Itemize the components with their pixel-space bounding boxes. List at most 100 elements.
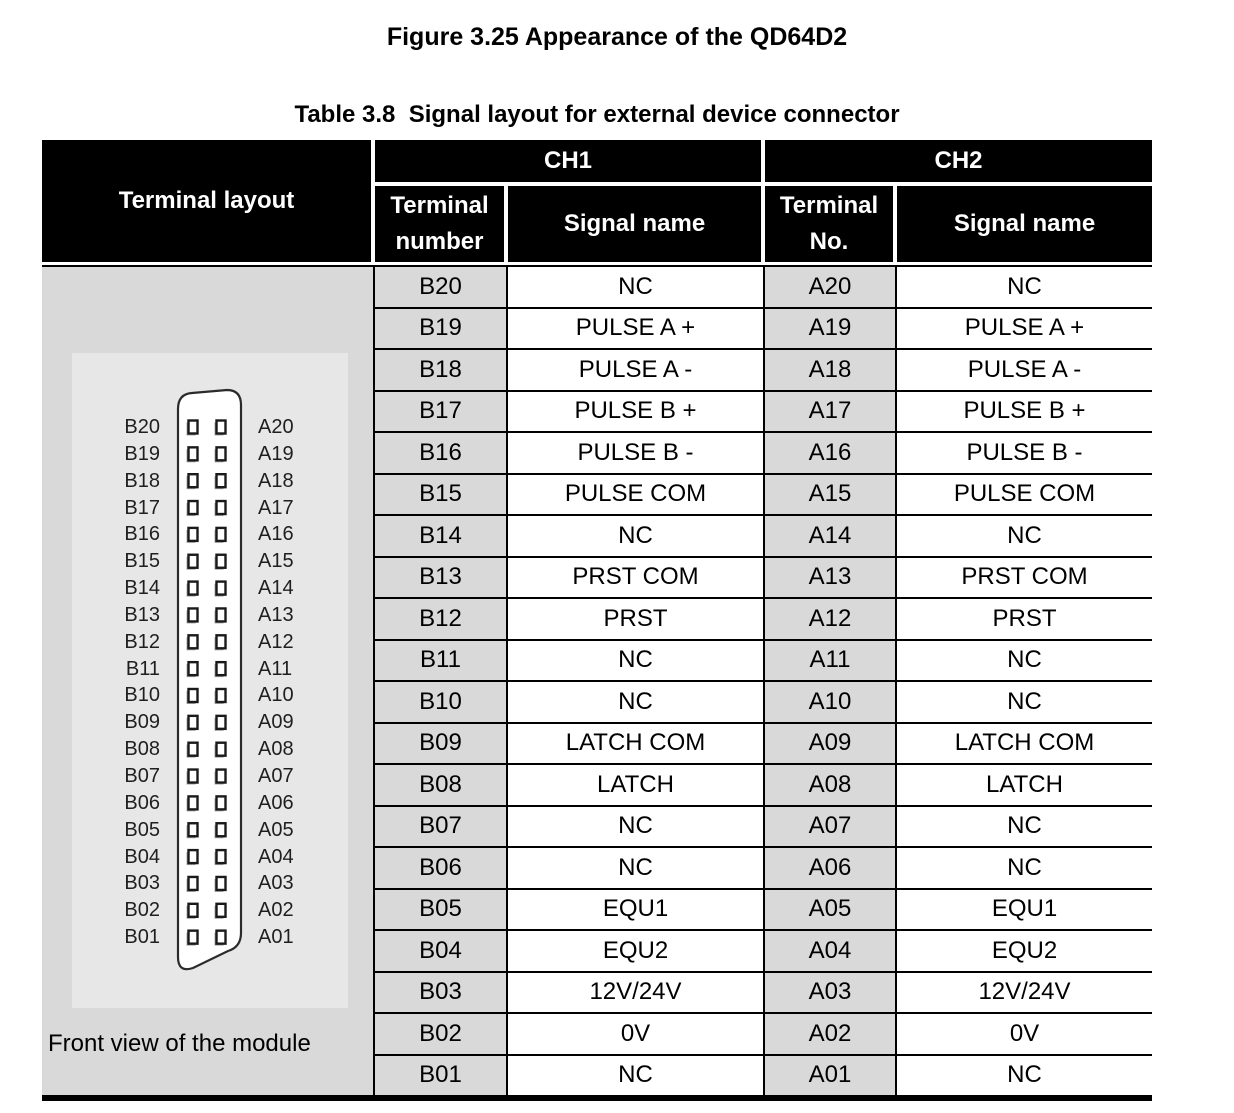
ch2-signal-name-cell: EQU2	[897, 929, 1152, 971]
ch2-terminal-number-cell: A17	[765, 389, 897, 431]
pin-label-a: A17	[258, 496, 294, 519]
ch2-terminal-number-cell: A19	[765, 306, 897, 348]
ch1-terminal-number-cell: B13	[375, 555, 508, 597]
pin-label-b: B15	[124, 550, 160, 573]
ch2-terminal-number-cell: A08	[765, 763, 897, 805]
pin-label-b: B13	[124, 603, 160, 626]
ch1-terminal-number-cell: B12	[375, 597, 508, 639]
pin-label-b: B20	[124, 416, 160, 438]
ch2-terminal-number-cell: A18	[765, 348, 897, 390]
ch1-terminal-number-cell: B05	[375, 887, 508, 929]
ch1-signal-name-cell: NC	[508, 1053, 765, 1095]
ch1-signal-name-cell: NC	[508, 638, 765, 680]
pin-label-a: A10	[258, 684, 294, 707]
pin-label-a: A20	[258, 416, 294, 438]
ch1-signal-name-cell: PULSE B -	[508, 431, 765, 473]
ch1-signal-name-cell: 0V	[508, 1012, 765, 1054]
signal-layout-table: Terminal layout CH1 CH2 Terminal number …	[42, 140, 1152, 1101]
connector-front-view-icon	[176, 388, 243, 971]
pin-label-a: A11	[258, 657, 293, 680]
pin-label-b: B10	[124, 684, 160, 707]
pin-label-a: A09	[258, 711, 294, 734]
pin-label-a: A01	[258, 926, 294, 949]
pin-label-b: B19	[124, 442, 160, 465]
ch1-terminal-number-cell: B04	[375, 929, 508, 971]
terminal-layout-diagram: B20 B19 B18 B17 B16 B15 B14 B13 B12 B11 B10 B09 B08 B…	[42, 265, 375, 1095]
ch2-terminal-number-cell: A15	[765, 472, 897, 514]
ch2-signal-name-cell: PULSE A +	[897, 306, 1152, 348]
ch1-terminal-number-cell: B10	[375, 680, 508, 722]
ch2-terminal-number-cell: A03	[765, 970, 897, 1012]
ch1-terminal-number-cell: B16	[375, 431, 508, 473]
ch2-signal-name-cell: 12V/24V	[897, 970, 1152, 1012]
ch1-terminal-number-cell: B09	[375, 721, 508, 763]
ch2-signal-name-cell: NC	[897, 514, 1152, 556]
ch2-signal-name-cell: PULSE A -	[897, 348, 1152, 390]
pin-label-a: A15	[258, 550, 294, 573]
ch1-signal-name-cell: EQU1	[508, 887, 765, 929]
a-pin-labels: A20 A19 A18 A17 A16 A15 A14 A13 A12 A11 A10 A09 A08 A…	[258, 414, 294, 951]
pin-label-a: A19	[258, 442, 294, 465]
pin-label-b: B17	[124, 496, 160, 519]
ch1-signal-name-cell: PRST	[508, 597, 765, 639]
ch2-signal-name-cell: EQU1	[897, 887, 1152, 929]
ch2-terminal-number-cell: A13	[765, 555, 897, 597]
ch1-signal-name-cell: EQU2	[508, 929, 765, 971]
ch1-signal-name-cell: LATCH	[508, 763, 765, 805]
ch1-terminal-number-cell: B15	[375, 472, 508, 514]
ch2-terminal-number-cell: A10	[765, 680, 897, 722]
pin-label-b: B12	[124, 630, 160, 653]
pin-label-a: A04	[258, 845, 294, 868]
ch1-terminal-number-cell: B11	[375, 638, 508, 680]
pin-label-b: B18	[124, 469, 160, 492]
ch2-signal-name-cell: PULSE B +	[897, 389, 1152, 431]
ch1-terminal-number-cell: B17	[375, 389, 508, 431]
ch2-signal-name-cell: PRST	[897, 597, 1152, 639]
b-pin-labels: B20 B19 B18 B17 B16 B15 B14 B13 B12 B11 B10 B09 B08 B…	[42, 414, 160, 951]
ch2-signal-name-cell: NC	[897, 638, 1152, 680]
ch1-signal-name-cell: PULSE COM	[508, 472, 765, 514]
ch1-signal-name-cell: PULSE A -	[508, 348, 765, 390]
pin-label-a: A14	[258, 577, 294, 600]
ch1-terminal-number-cell: B14	[375, 514, 508, 556]
pin-label-a: A02	[258, 899, 294, 922]
ch1-terminal-number-cell: B03	[375, 970, 508, 1012]
ch1-signal-name-cell: NC	[508, 804, 765, 846]
header-ch2-signal-name: Signal name	[897, 186, 1152, 262]
pin-label-b: B11	[125, 657, 160, 680]
pin-label-a: A16	[258, 523, 294, 546]
header-terminal-layout: Terminal layout	[42, 140, 375, 262]
ch2-signal-name-cell: NC	[897, 804, 1152, 846]
ch2-signal-name-cell: LATCH COM	[897, 721, 1152, 763]
pin-label-b: B05	[124, 818, 160, 841]
ch2-terminal-number-cell: A12	[765, 597, 897, 639]
table-caption: Table 3.8 Signal layout for external dev…	[294, 101, 900, 128]
pin-label-a: A13	[258, 603, 294, 626]
ch2-signal-name-cell: PULSE COM	[897, 472, 1152, 514]
ch1-signal-name-cell: NC	[508, 846, 765, 888]
ch2-terminal-number-cell: A11	[765, 638, 897, 680]
ch2-terminal-number-cell: A04	[765, 929, 897, 971]
ch1-terminal-number-cell: B18	[375, 348, 508, 390]
table-body: B20 B19 B18 B17 B16 B15 B14 B13 B12 B11 B10 B09 B08 B…	[42, 265, 1152, 1101]
header-ch2-terminal-no: Terminal No.	[765, 186, 897, 262]
ch2-terminal-number-cell: A02	[765, 1012, 897, 1054]
pin-label-b: B09	[124, 711, 160, 734]
pin-label-b: B04	[124, 845, 160, 868]
pin-label-a: A03	[258, 872, 294, 895]
pin-label-b: B14	[124, 577, 160, 600]
figure-caption: Figure 3.25 Appearance of the QD64D2	[386, 23, 848, 51]
pin-label-a: A05	[258, 818, 294, 841]
pin-label-b: B02	[124, 899, 160, 922]
header-ch1-terminal-number: Terminal number	[375, 186, 508, 262]
ch1-terminal-number-cell: B19	[375, 306, 508, 348]
header-ch2: CH2	[765, 140, 1152, 186]
ch1-terminal-number-cell: B02	[375, 1012, 508, 1054]
pin-label-b: B03	[124, 872, 160, 895]
pin-label-b: B16	[124, 523, 160, 546]
ch2-signal-name-cell: NC	[897, 265, 1152, 307]
ch2-signal-name-cell: NC	[897, 846, 1152, 888]
ch2-terminal-number-cell: A06	[765, 846, 897, 888]
table-header: Terminal layout CH1 CH2 Terminal number …	[42, 140, 1152, 265]
